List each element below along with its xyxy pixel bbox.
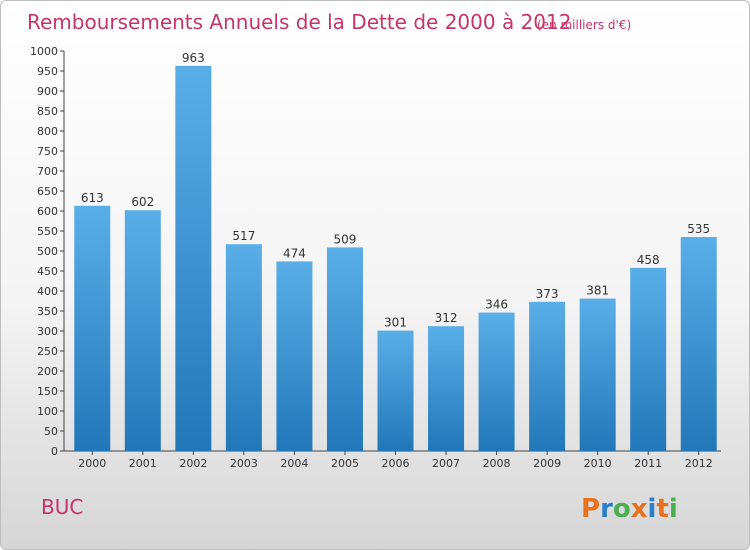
y-tick-label: 600 (37, 205, 58, 218)
bar-2005 (326, 247, 363, 451)
logo-letter: x (631, 494, 648, 524)
x-tick-label: 2008 (483, 457, 511, 470)
y-tick-label: 900 (37, 85, 58, 98)
x-tick-label: 2002 (179, 457, 207, 470)
bar-2009 (529, 301, 566, 451)
x-axis: 2000 2001 2002 2003 2004 2005 2006 2007 2008 2009… (78, 451, 713, 470)
bar-2007 (428, 326, 465, 451)
bar-value-label: 602 (131, 195, 154, 209)
y-tick-label: 650 (37, 185, 58, 198)
x-tick-label: 2000 (78, 457, 106, 470)
y-tick-label: 250 (37, 345, 58, 358)
y-tick-label: 550 (37, 225, 58, 238)
bar-value-label: 373 (536, 287, 559, 301)
bar-2010 (579, 298, 616, 451)
y-tick-label: 500 (37, 245, 58, 258)
y-tick-label: 100 (37, 405, 58, 418)
bar-value-label: 613 (81, 191, 104, 205)
y-tick-label: 800 (37, 125, 58, 138)
proxiti-logo: Proxiti (581, 494, 678, 524)
x-tick-label: 2004 (280, 457, 308, 470)
bar-2000 (74, 205, 111, 451)
y-tick-label: 1000 (30, 45, 58, 58)
bar-value-label: 535 (687, 222, 710, 236)
x-tick-label: 2010 (584, 457, 612, 470)
y-tick-label: 400 (37, 285, 58, 298)
bar-value-label: 963 (182, 51, 205, 65)
bar-2012 (680, 237, 717, 451)
bar-2001 (124, 210, 161, 451)
x-tick-label: 2006 (382, 457, 410, 470)
bar-2003 (225, 244, 262, 451)
logo-letter: o (613, 494, 631, 524)
logo-letter: r (600, 494, 613, 524)
bar-value-label: 458 (637, 253, 660, 267)
y-tick-label: 150 (37, 385, 58, 398)
chart-unit: (en milliers d'€) (537, 18, 631, 32)
bar-2008 (478, 312, 515, 451)
y-tick-label: 450 (37, 265, 58, 278)
place-name: BUC (41, 495, 83, 519)
y-tick-label: 300 (37, 325, 58, 338)
bar-value-label: 381 (586, 284, 609, 298)
bar-value-label: 474 (283, 246, 306, 260)
bar-value-label: 301 (384, 316, 407, 330)
x-tick-label: 2012 (685, 457, 713, 470)
bar-value-label: 517 (232, 229, 255, 243)
y-axis: 0 50 100 150 200 250 300 350 400 450 500 550 600 650 7… (30, 45, 721, 458)
y-tick-label: 0 (51, 445, 58, 458)
bar-value-label: 312 (435, 311, 458, 325)
x-tick-label: 2007 (432, 457, 460, 470)
bar-2006 (377, 330, 414, 451)
chart-title: Remboursements Annuels de la Dette de 20… (27, 10, 571, 34)
y-tick-label: 50 (44, 425, 58, 438)
logo-letter: P (581, 494, 600, 524)
bar-value-label: 509 (334, 232, 357, 246)
logo-letter: i (648, 494, 657, 524)
x-tick-label: 2011 (634, 457, 662, 470)
bar-2004 (276, 261, 313, 451)
y-tick-label: 850 (37, 105, 58, 118)
bar-value-label: 346 (485, 298, 508, 312)
y-tick-label: 200 (37, 365, 58, 378)
x-tick-label: 2001 (129, 457, 157, 470)
y-tick-label: 950 (37, 65, 58, 78)
bar-2002 (175, 65, 212, 452)
logo-letter: i (669, 494, 678, 524)
y-tick-label: 350 (37, 305, 58, 318)
x-tick-label: 2003 (230, 457, 258, 470)
bar-2011 (630, 267, 667, 451)
logo-letter: t (656, 494, 668, 524)
bars: 613 602 963 517 474 509 301 312 346 373 381 458 535 (74, 51, 717, 452)
x-tick-label: 2009 (533, 457, 561, 470)
x-tick-label: 2005 (331, 457, 359, 470)
y-tick-label: 750 (37, 145, 58, 158)
y-tick-label: 700 (37, 165, 58, 178)
